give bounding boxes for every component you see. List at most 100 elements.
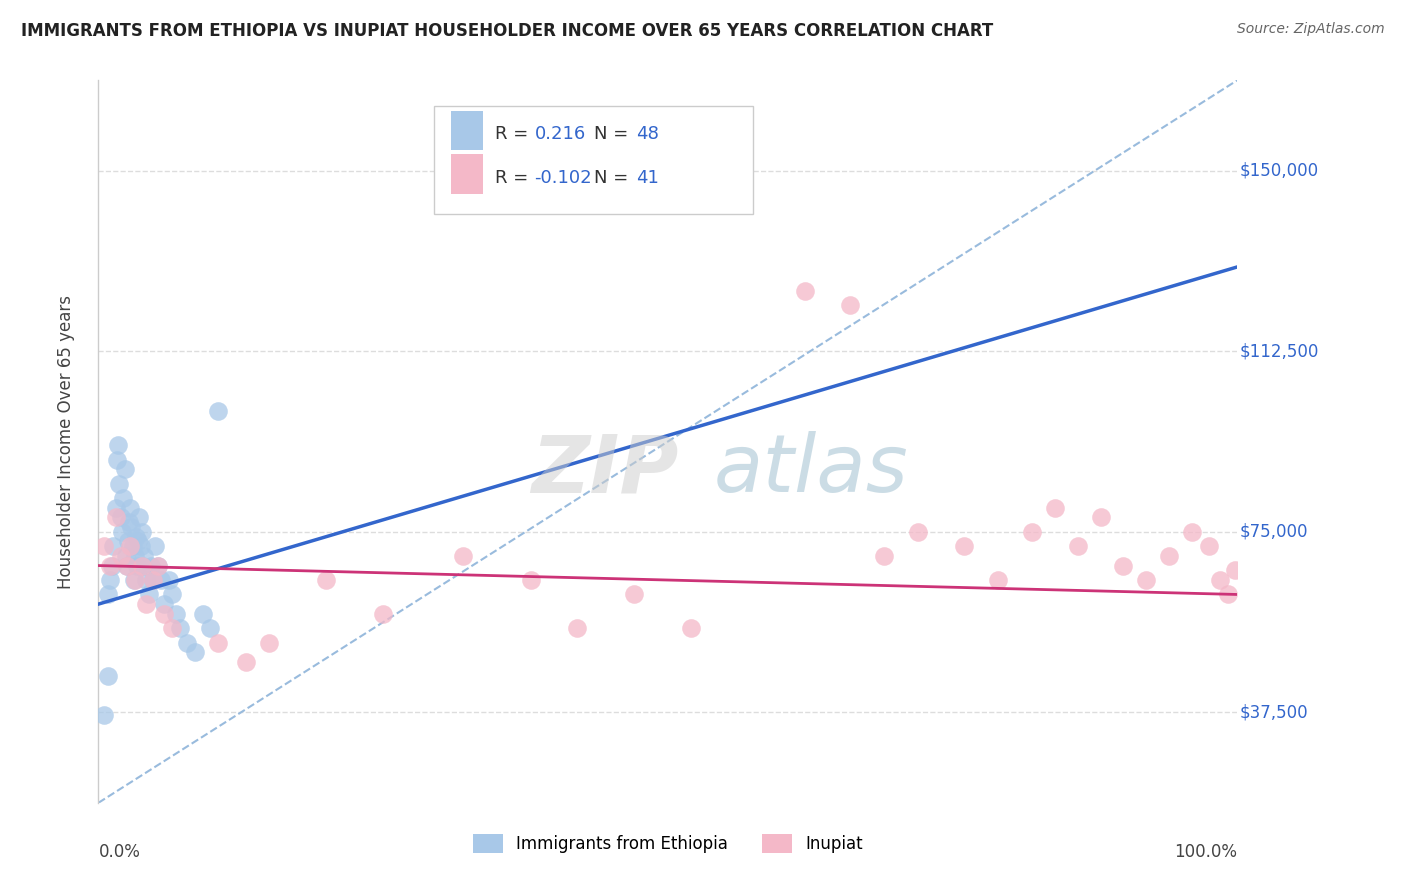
Point [162, 587, 184, 601]
Point [111, 524, 134, 539]
Point [1090, 510, 1112, 524]
Point [1043, 500, 1066, 515]
Point [1198, 539, 1220, 553]
Text: -0.102: -0.102 [534, 169, 592, 186]
Text: 48: 48 [636, 126, 659, 144]
Point [135, 573, 157, 587]
Point [139, 558, 162, 573]
Point [127, 558, 149, 573]
Point [793, 284, 815, 298]
Point [110, 510, 132, 524]
Point [112, 491, 135, 505]
Text: N =: N = [593, 126, 634, 144]
Point [176, 635, 198, 649]
Legend: Immigrants from Ethiopia, Inupiat: Immigrants from Ethiopia, Inupiat [467, 827, 869, 860]
Point [198, 621, 221, 635]
Text: $37,500: $37,500 [1240, 704, 1308, 722]
FancyBboxPatch shape [451, 154, 484, 194]
Point [142, 573, 165, 587]
Point [953, 539, 976, 553]
Point [165, 607, 187, 621]
Text: R =: R = [495, 126, 534, 144]
Text: 100.0%: 100.0% [1174, 843, 1237, 861]
Point [115, 558, 138, 573]
Text: $75,000: $75,000 [1240, 523, 1308, 541]
Point [146, 558, 169, 573]
Point [565, 621, 588, 635]
Text: Source: ZipAtlas.com: Source: ZipAtlas.com [1237, 22, 1385, 37]
Text: 0.216: 0.216 [534, 126, 586, 144]
Point [1135, 573, 1157, 587]
Point [128, 510, 150, 524]
Point [146, 558, 169, 573]
Point [131, 558, 153, 573]
Point [107, 438, 129, 452]
Point [96, 587, 118, 601]
Point [193, 607, 215, 621]
Text: 0.0%: 0.0% [98, 843, 141, 861]
Text: $112,500: $112,500 [1240, 343, 1319, 360]
Point [145, 539, 167, 553]
Text: 41: 41 [636, 169, 659, 186]
Point [125, 530, 148, 544]
Point [1181, 524, 1204, 539]
Point [150, 573, 173, 587]
Point [132, 549, 155, 563]
Point [93, 707, 115, 722]
Point [98, 558, 121, 573]
Point [679, 621, 702, 635]
Point [124, 573, 146, 587]
Point [1209, 573, 1232, 587]
Point [103, 539, 125, 553]
Point [987, 573, 1010, 587]
Point [623, 587, 645, 601]
Point [520, 573, 543, 587]
Point [114, 462, 136, 476]
Point [162, 621, 184, 635]
Point [207, 635, 229, 649]
Point [132, 558, 155, 573]
Point [93, 539, 115, 553]
Point [120, 539, 142, 553]
FancyBboxPatch shape [434, 105, 754, 214]
Point [105, 452, 128, 467]
Point [184, 645, 207, 659]
Point [907, 524, 929, 539]
Point [114, 549, 136, 563]
Point [108, 476, 131, 491]
Point [1157, 549, 1180, 563]
Point [117, 534, 139, 549]
Point [96, 669, 118, 683]
Point [839, 298, 862, 312]
Text: atlas: atlas [713, 432, 908, 509]
Point [138, 587, 160, 601]
Point [122, 573, 145, 587]
Point [157, 573, 180, 587]
Point [135, 597, 157, 611]
Point [1223, 563, 1246, 577]
Point [115, 558, 138, 573]
Text: IMMIGRANTS FROM ETHIOPIA VS INUPIAT HOUSEHOLDER INCOME OVER 65 YEARS CORRELATION: IMMIGRANTS FROM ETHIOPIA VS INUPIAT HOUS… [21, 22, 994, 40]
Point [315, 573, 337, 587]
Point [259, 635, 281, 649]
Point [120, 500, 142, 515]
Point [1218, 587, 1240, 601]
FancyBboxPatch shape [451, 111, 484, 151]
Point [101, 558, 124, 573]
Point [1067, 539, 1090, 553]
Y-axis label: Householder Income Over 65 years: Householder Income Over 65 years [56, 294, 75, 589]
Point [121, 539, 143, 553]
Text: ZIP: ZIP [531, 432, 679, 509]
Text: R =: R = [495, 169, 534, 186]
Text: $150,000: $150,000 [1240, 161, 1319, 179]
Point [207, 404, 229, 418]
Point [235, 655, 257, 669]
Point [153, 597, 176, 611]
Text: N =: N = [593, 169, 634, 186]
Point [153, 607, 176, 621]
Point [129, 539, 152, 553]
Point [127, 534, 149, 549]
Point [451, 549, 474, 563]
Point [110, 549, 132, 563]
Point [98, 573, 121, 587]
